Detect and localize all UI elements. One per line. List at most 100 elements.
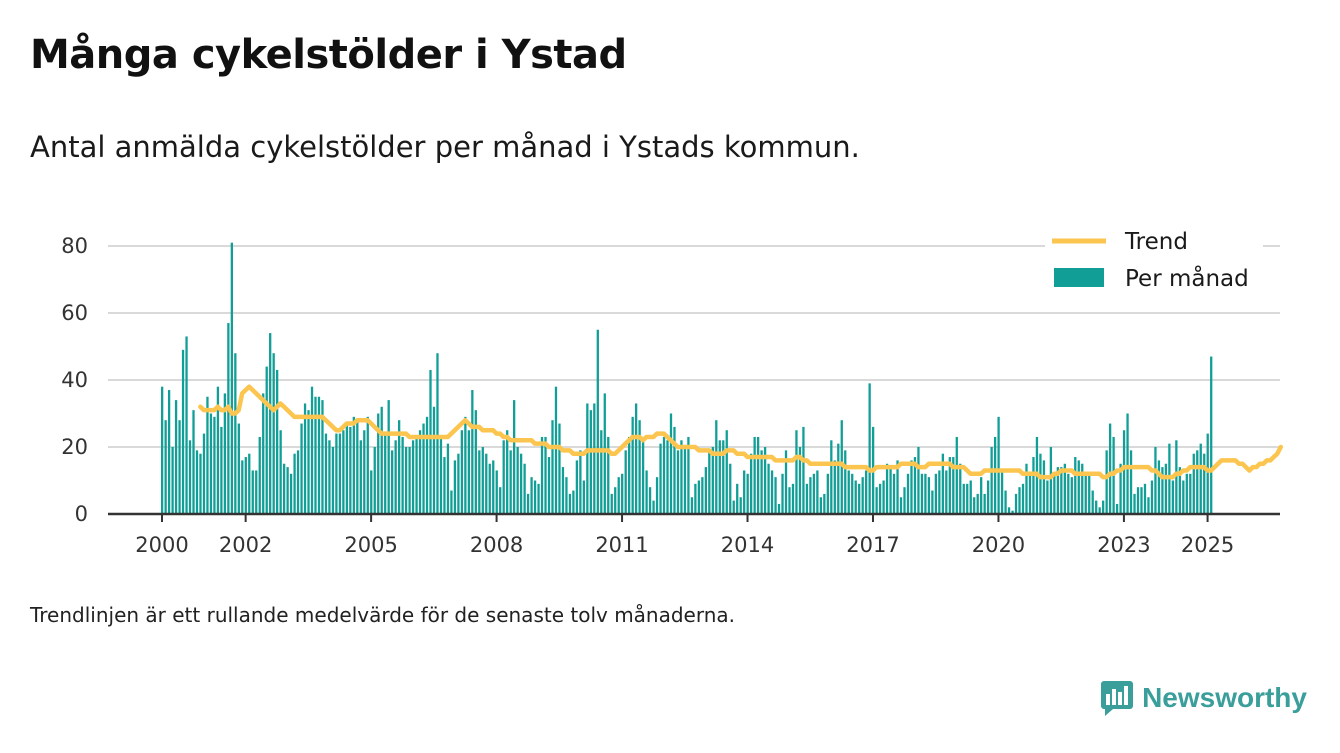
bar	[931, 490, 934, 514]
bar	[537, 483, 540, 514]
x-tick-label: 2023	[1097, 533, 1150, 557]
bar	[837, 443, 840, 514]
bar	[286, 467, 289, 514]
bar	[359, 440, 362, 514]
bar	[655, 477, 659, 514]
bar	[178, 420, 181, 514]
bar-series	[161, 242, 1213, 514]
bar	[572, 490, 575, 514]
bar	[1129, 450, 1133, 514]
bar	[851, 473, 854, 514]
bar	[906, 473, 910, 514]
bar	[683, 447, 687, 514]
bar	[565, 477, 568, 514]
bar	[436, 353, 439, 514]
bar	[743, 470, 746, 514]
bar	[844, 450, 847, 514]
bar	[422, 423, 425, 514]
bar	[345, 423, 349, 514]
bar	[788, 487, 791, 514]
bar	[432, 406, 436, 514]
bar	[631, 416, 634, 514]
bar	[617, 477, 620, 514]
x-tick-label: 2017	[846, 533, 899, 557]
bar	[1028, 473, 1032, 514]
bar	[202, 433, 206, 514]
chart-title: Många cykelstölder i Ystad	[30, 32, 627, 78]
bar	[384, 433, 387, 514]
bar	[530, 477, 533, 514]
bar	[310, 386, 314, 514]
bar	[547, 457, 551, 514]
y-tick-label: 20	[61, 435, 88, 459]
bar	[941, 453, 944, 514]
bar	[262, 393, 265, 514]
bar	[1150, 480, 1154, 514]
bar	[171, 447, 174, 514]
bar	[1178, 467, 1181, 514]
bar	[579, 450, 582, 514]
bar	[878, 483, 882, 514]
bar	[467, 430, 470, 514]
bar	[561, 467, 565, 514]
bar	[1063, 463, 1066, 514]
bar	[746, 473, 749, 514]
bar	[356, 420, 359, 514]
bar	[366, 416, 369, 514]
bar	[439, 436, 443, 514]
bar	[474, 410, 477, 514]
bar	[816, 470, 819, 514]
bar	[809, 477, 812, 514]
x-tick-label: 2011	[595, 533, 648, 557]
bar	[317, 396, 321, 514]
bar	[279, 430, 282, 514]
bar	[676, 450, 680, 514]
bar	[662, 436, 666, 514]
bar	[307, 410, 310, 514]
bar	[659, 443, 662, 514]
bar	[648, 487, 652, 514]
bar	[924, 473, 927, 514]
bar	[861, 477, 864, 514]
bar	[753, 436, 756, 514]
bar	[687, 436, 690, 514]
bar	[673, 426, 676, 514]
bar	[533, 480, 537, 514]
x-tick-label: 2020	[972, 533, 1025, 557]
bar	[718, 440, 721, 514]
bar	[185, 336, 188, 514]
bar	[1091, 490, 1094, 514]
bar	[1007, 507, 1011, 514]
bar	[976, 493, 979, 514]
bar	[321, 400, 324, 514]
bar	[272, 353, 275, 514]
legend-bar-swatch	[1054, 268, 1104, 287]
bar	[460, 430, 464, 514]
bar	[854, 480, 857, 514]
bar	[760, 450, 763, 514]
bar	[1164, 463, 1168, 514]
bar	[471, 390, 474, 514]
bar	[568, 493, 572, 514]
x-tick-label: 2014	[721, 533, 774, 557]
bar	[966, 483, 969, 514]
bar	[1119, 463, 1122, 514]
bar	[892, 473, 896, 514]
bar	[858, 483, 861, 514]
bar	[415, 436, 418, 514]
bar	[373, 447, 376, 514]
bar	[1098, 507, 1101, 514]
bar	[1140, 487, 1143, 514]
bar	[391, 450, 394, 514]
bar	[1105, 450, 1108, 514]
bar	[1189, 473, 1192, 514]
bar	[868, 383, 871, 514]
bar	[540, 436, 544, 514]
bar	[1182, 480, 1185, 514]
bar	[443, 457, 446, 514]
bar	[1053, 473, 1056, 514]
bar	[1021, 483, 1025, 514]
bar	[833, 460, 836, 514]
bar	[244, 457, 247, 514]
bar	[952, 457, 955, 514]
